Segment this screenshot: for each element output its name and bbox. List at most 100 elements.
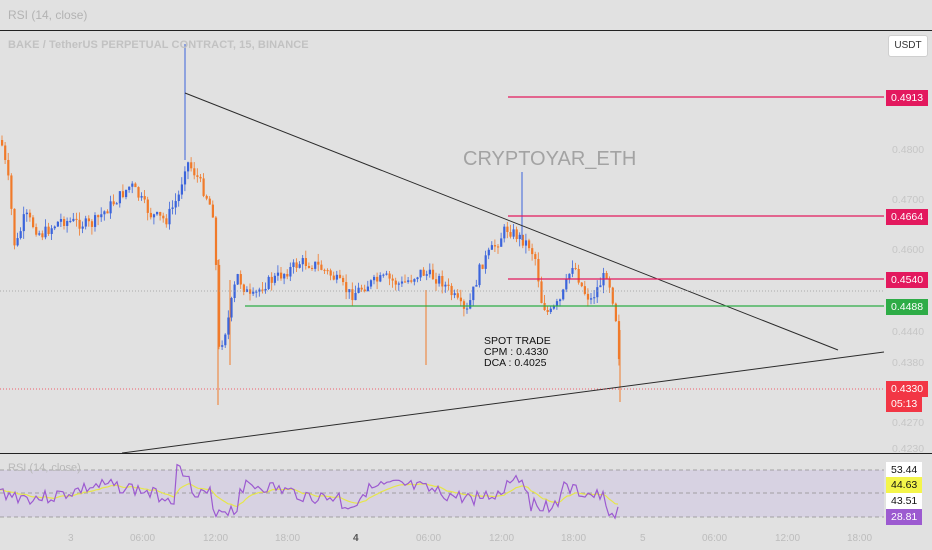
time-axis-label: 18:00: [847, 533, 873, 544]
candle-body: [574, 267, 577, 270]
candle-body: [593, 297, 596, 299]
rsi-tag-mid: 43.51: [886, 493, 923, 509]
candle-body: [112, 201, 115, 205]
candle-body: [577, 269, 580, 283]
price-tag-0.4913[interactable]: 0.4913: [886, 90, 929, 106]
candle-body: [146, 199, 149, 213]
price-tag-0.4664[interactable]: 0.4664: [886, 209, 929, 225]
candle-body: [183, 171, 187, 185]
candle-body: [264, 288, 267, 291]
candle-body: [211, 204, 214, 218]
candle-body: [456, 293, 459, 298]
candle-body: [559, 299, 562, 302]
candle-body: [50, 228, 53, 234]
candle-body: [128, 186, 131, 190]
annotation-line-1: SPOT TRADE: [484, 335, 551, 347]
candle-body: [388, 273, 391, 279]
candle-body: [407, 280, 410, 282]
candle-body: [475, 285, 478, 287]
candle-body: [497, 246, 500, 248]
candle-body: [506, 226, 509, 233]
candle-body: [286, 274, 289, 277]
price-tag-0.4488[interactable]: 0.4488: [886, 299, 929, 315]
candle-body: [583, 286, 586, 294]
candle-body: [100, 214, 103, 218]
candle-body: [580, 282, 583, 287]
candle-body: [608, 278, 611, 288]
candle-body: [332, 275, 335, 280]
candle-body: [335, 274, 338, 280]
candle-body: [546, 310, 549, 313]
candle-body: [221, 345, 224, 347]
candle-body: [478, 264, 481, 286]
price-axis-label: 0.4800: [892, 144, 925, 156]
currency-button[interactable]: USDT: [888, 35, 928, 57]
candle-body: [500, 238, 503, 247]
candle-body: [66, 220, 69, 226]
rsi-tag-value: 28.81: [886, 509, 923, 525]
candle-body: [422, 269, 425, 276]
candle-body: [311, 267, 314, 269]
candle-body: [168, 208, 171, 225]
candle-body: [385, 273, 388, 275]
candle-body: [193, 168, 196, 176]
candle-body: [13, 208, 16, 246]
candle-body: [202, 178, 205, 196]
candle-body: [431, 269, 435, 280]
price-tag-0.4540[interactable]: 0.4540: [886, 272, 929, 288]
candle-body: [469, 300, 472, 309]
candle-body: [236, 274, 239, 285]
candle-body: [41, 233, 44, 238]
pane-separator[interactable]: [0, 453, 932, 454]
candle-body: [19, 231, 22, 239]
time-axis-label: 06:00: [702, 533, 728, 544]
candle-body: [143, 196, 146, 200]
candle-body: [590, 298, 593, 300]
candle-body: [484, 255, 487, 269]
candle-body: [32, 217, 35, 228]
candle-body: [326, 270, 329, 272]
candle-body: [447, 284, 450, 286]
ascending-trendline: [121, 351, 885, 454]
candle-body: [487, 249, 490, 256]
candle-body: [450, 285, 453, 296]
time-axis-label: 3: [68, 533, 74, 544]
candle-body: [518, 234, 521, 240]
candle-body: [25, 212, 28, 215]
candle-body: [565, 278, 568, 290]
candle-body: [242, 284, 245, 292]
candle-body: [524, 240, 528, 246]
pane-separator[interactable]: [0, 30, 932, 31]
price-axis-label: 0.4700: [892, 194, 925, 206]
candle-body: [53, 226, 56, 229]
candle-body: [180, 184, 183, 195]
candle-body: [214, 217, 218, 265]
candle-body: [379, 275, 382, 282]
candle-body: [69, 220, 72, 222]
candle-body: [562, 289, 565, 300]
candle-body: [416, 277, 419, 280]
time-axis-label: 18:00: [561, 533, 587, 544]
candle-body: [97, 215, 100, 218]
candle-body: [391, 278, 394, 281]
candle-body: [366, 286, 369, 292]
candle-body: [596, 287, 599, 298]
candle-body: [84, 218, 87, 227]
price-axis-label: 0.4230: [892, 443, 925, 455]
trade-annotation[interactable]: SPOT TRADE CPM : 0.4330 DCA : 0.4025: [484, 336, 551, 369]
candle-body: [187, 162, 190, 172]
candle-body: [162, 215, 165, 219]
candle-body: [376, 276, 379, 282]
candle-body: [121, 191, 125, 198]
candle-body: [515, 229, 518, 240]
candle-body: [537, 259, 540, 282]
candle-body: [568, 273, 571, 279]
candle-body: [571, 267, 574, 274]
candle-body: [419, 269, 422, 278]
time-axis-label: 12:00: [203, 533, 229, 544]
rsi-line: [0, 463, 619, 520]
candle-body: [354, 292, 357, 301]
candle-body: [512, 229, 515, 237]
current-price-tag[interactable]: 0.4330: [886, 381, 929, 397]
